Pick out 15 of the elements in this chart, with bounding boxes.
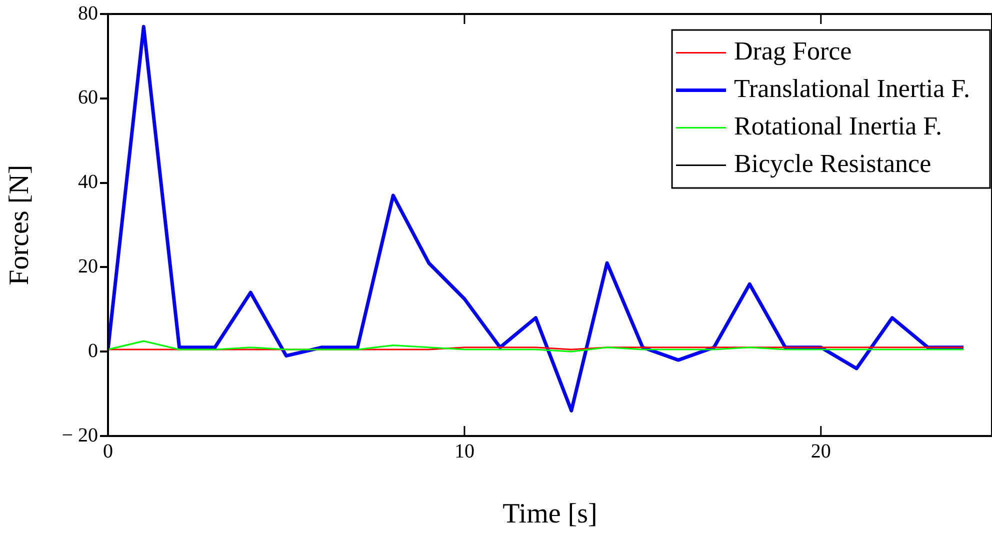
x-axis-title: Time [s] [502,498,598,530]
x-tick-label: 0 [103,440,113,462]
y-tick-label: 80 [78,2,98,24]
x-tick-label: 20 [810,440,831,462]
x-tick-label: 10 [454,440,474,462]
y-tick-label: 20 [78,255,98,278]
legend-label: Rotational Inertia F. [734,112,942,141]
legend-label: Translational Inertia F. [734,74,970,104]
y-tick-label: 60 [78,86,98,109]
y-tick-label: 40 [78,171,98,194]
y-tick-label: 0 [88,340,98,362]
y-axis-title: Forces [N] [4,164,36,286]
y-tick-label: − 20 [62,424,98,446]
legend-label: Drag Force [734,36,852,66]
legend-label: Bicycle Resistance [734,149,932,178]
